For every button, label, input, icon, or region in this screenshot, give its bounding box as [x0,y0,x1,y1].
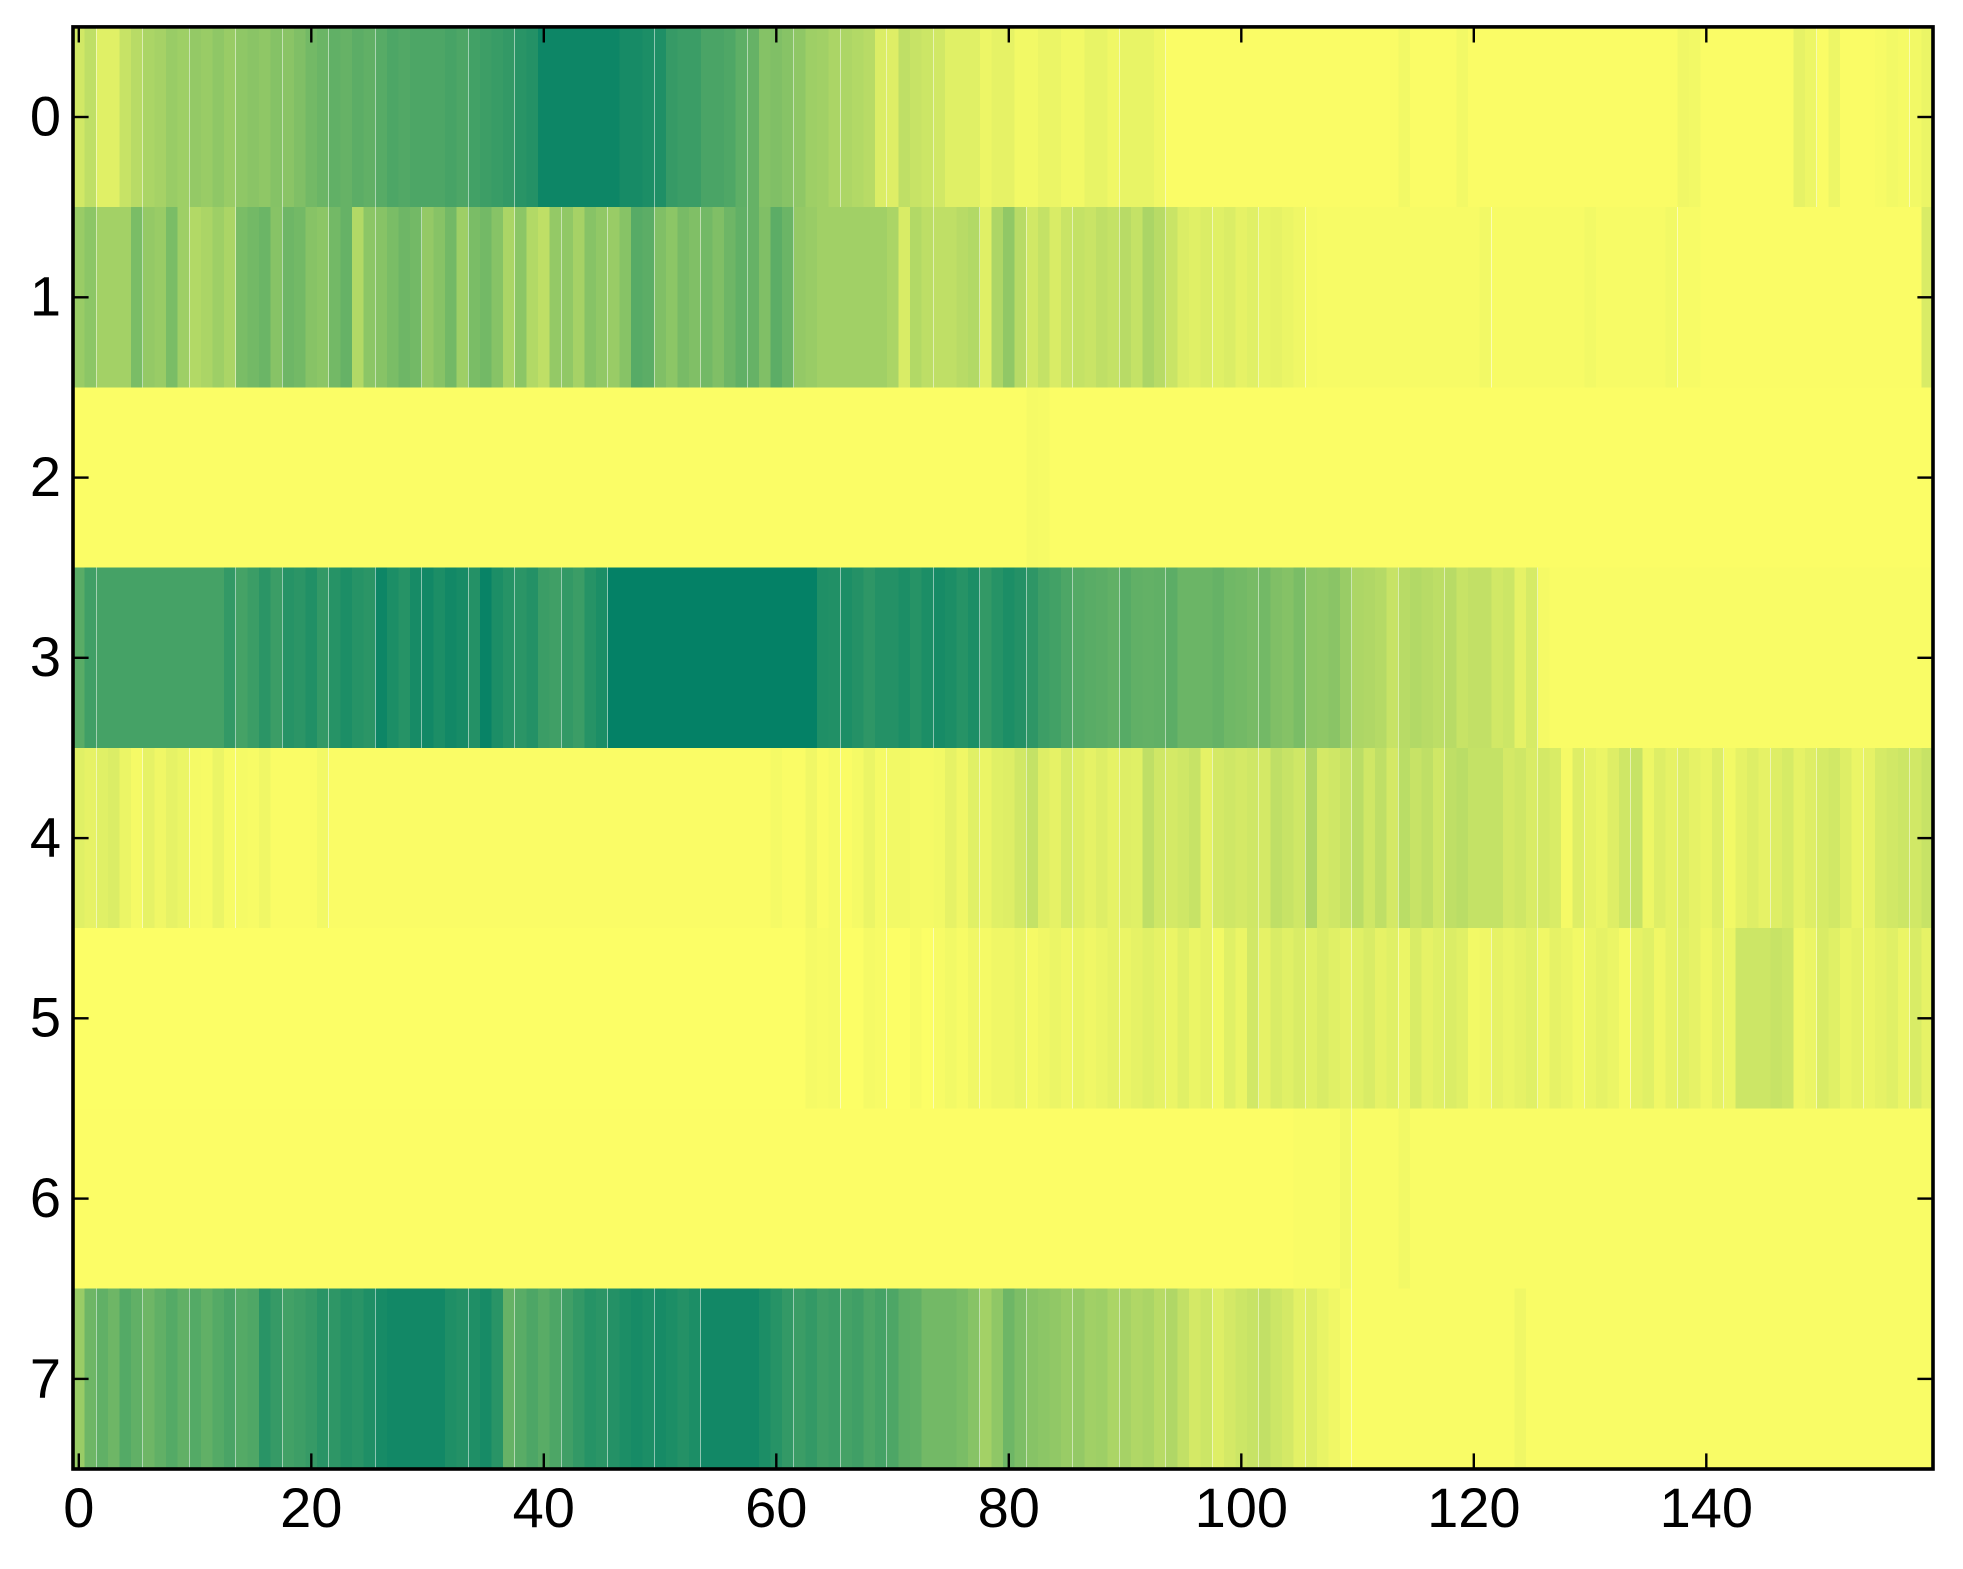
svg-text:0: 0 [63,1476,94,1539]
svg-text:40: 40 [513,1476,575,1539]
svg-text:2: 2 [30,445,61,508]
svg-text:5: 5 [30,986,61,1049]
svg-text:1: 1 [30,265,61,328]
svg-text:20: 20 [280,1476,342,1539]
svg-text:120: 120 [1427,1476,1520,1539]
svg-text:100: 100 [1195,1476,1288,1539]
svg-text:6: 6 [30,1166,61,1229]
svg-text:7: 7 [30,1346,61,1409]
svg-text:80: 80 [978,1476,1040,1539]
svg-text:3: 3 [30,625,61,688]
svg-text:4: 4 [30,806,61,869]
svg-text:60: 60 [745,1476,807,1539]
svg-text:0: 0 [30,84,61,147]
svg-text:140: 140 [1660,1476,1753,1539]
